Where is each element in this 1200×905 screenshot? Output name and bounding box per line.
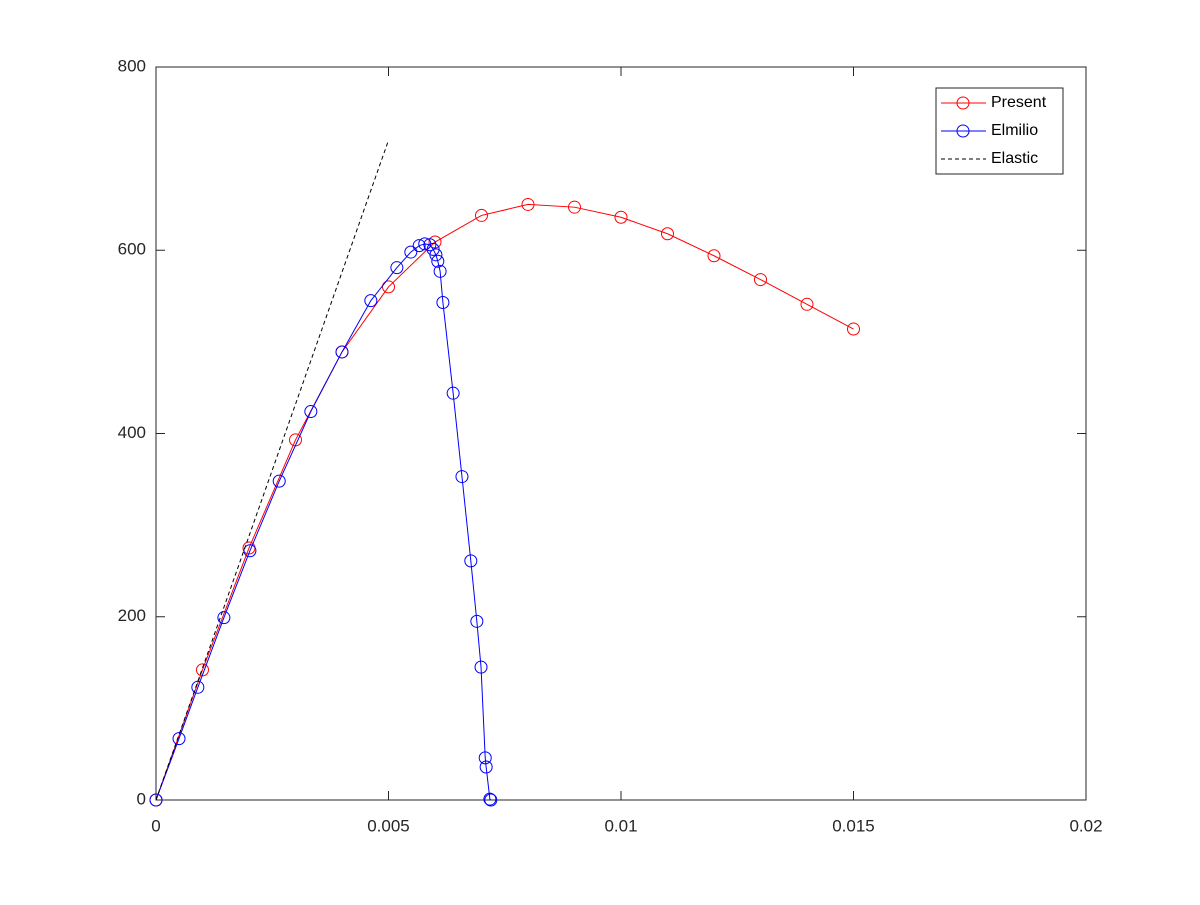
marker bbox=[446, 386, 460, 400]
marker bbox=[479, 760, 493, 774]
marker bbox=[149, 793, 163, 807]
marker bbox=[404, 245, 418, 259]
marker bbox=[243, 544, 257, 558]
marker bbox=[464, 554, 478, 568]
legend-marker bbox=[956, 96, 970, 110]
series-line bbox=[155, 140, 389, 801]
marker bbox=[707, 249, 721, 263]
y-tick-label: 200 bbox=[118, 606, 146, 625]
marker bbox=[474, 660, 488, 674]
marker bbox=[304, 405, 318, 419]
marker bbox=[847, 322, 860, 336]
x-tick-label: 0 bbox=[151, 816, 160, 835]
marker bbox=[217, 611, 231, 625]
x-tick-label: 0.01 bbox=[604, 816, 637, 835]
marker bbox=[423, 238, 437, 252]
legend-label: Elmilio bbox=[991, 122, 1038, 139]
marker bbox=[614, 210, 628, 224]
legend-label: Present bbox=[991, 94, 1047, 111]
series-line bbox=[155, 203, 854, 801]
x-tick-label: 0.02 bbox=[1069, 816, 1102, 835]
marker bbox=[364, 294, 378, 308]
y-tick-label: 600 bbox=[118, 240, 146, 259]
marker bbox=[172, 732, 186, 746]
x-tick-label: 0.005 bbox=[367, 816, 410, 835]
marker bbox=[754, 273, 767, 287]
y-tick-label: 400 bbox=[118, 423, 146, 442]
marker bbox=[455, 470, 469, 484]
marker bbox=[436, 295, 450, 309]
marker bbox=[483, 792, 497, 806]
y-tick-label: 0 bbox=[137, 789, 146, 808]
marker bbox=[478, 751, 492, 765]
marker bbox=[412, 239, 426, 253]
y-tick-label: 800 bbox=[118, 56, 146, 75]
marker bbox=[382, 280, 395, 294]
marker bbox=[521, 197, 535, 211]
marker bbox=[661, 227, 674, 241]
x-tick-label: 0.015 bbox=[832, 816, 875, 835]
marker bbox=[470, 614, 484, 628]
marker bbox=[272, 474, 286, 488]
marker bbox=[475, 208, 488, 222]
marker bbox=[429, 248, 443, 262]
marker bbox=[431, 254, 445, 268]
legend-label: Elastic bbox=[991, 150, 1038, 167]
marker bbox=[484, 793, 498, 807]
series-line bbox=[155, 243, 492, 801]
marker bbox=[335, 345, 349, 359]
legend-marker bbox=[956, 124, 970, 138]
legend: Present Elmilio Elastic bbox=[935, 87, 1064, 175]
marker bbox=[433, 264, 447, 278]
plot-area bbox=[155, 66, 1087, 801]
marker bbox=[390, 261, 404, 275]
marker bbox=[800, 297, 814, 311]
marker bbox=[568, 200, 581, 214]
marker bbox=[191, 680, 205, 694]
